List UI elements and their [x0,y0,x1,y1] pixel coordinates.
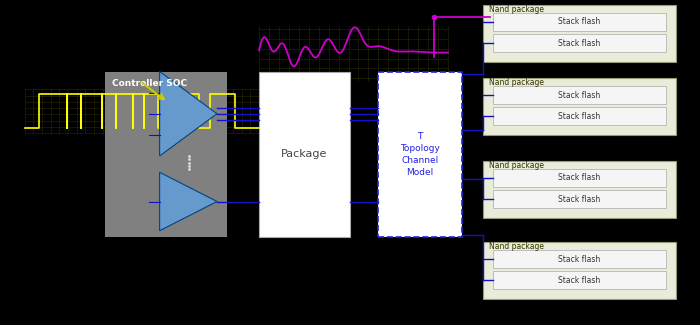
Bar [493,13,666,31]
Bar [493,271,666,289]
Bar [493,34,666,52]
Polygon shape [160,72,217,156]
Bar [493,250,666,268]
Bar [493,86,666,104]
Text: Stack flash: Stack flash [558,174,601,182]
Bar [493,169,666,187]
Text: Nand package: Nand package [489,242,544,251]
Text: Stack flash: Stack flash [558,255,601,264]
Polygon shape [160,172,217,231]
Bar [493,190,666,208]
Bar [483,5,676,62]
Text: Nand package: Nand package [489,161,544,170]
Text: Package: Package [281,150,328,159]
Text: Nand package: Nand package [489,5,544,14]
Text: Stack flash: Stack flash [558,18,601,26]
Text: Stack flash: Stack flash [558,195,601,203]
Bar [483,78,676,135]
Bar [493,107,666,125]
Bar [105,72,228,237]
Bar [483,242,676,299]
Text: Controller SOC: Controller SOC [112,79,187,88]
Bar [483,161,676,218]
Text: Stack flash: Stack flash [558,112,601,121]
Text: Stack flash: Stack flash [558,276,601,285]
Bar [259,72,350,237]
Text: Stack flash: Stack flash [558,39,601,47]
Text: T
Topology
Channel
Model: T Topology Channel Model [400,132,440,176]
Text: Nand package: Nand package [489,78,544,87]
Bar [378,72,462,237]
Text: Stack flash: Stack flash [558,91,601,99]
